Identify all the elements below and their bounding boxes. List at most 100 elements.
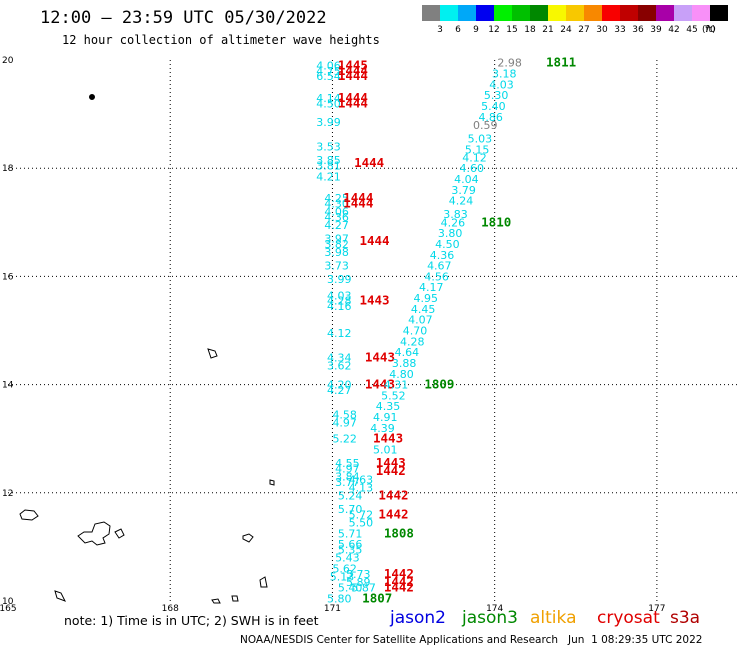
color-scale-swatch	[584, 5, 602, 21]
wave-height-label: 4.26	[441, 216, 466, 229]
wave-height-label: 4.03	[489, 78, 514, 91]
island-marshall-3	[114, 528, 125, 539]
wave-height-label: 3.62	[327, 360, 352, 373]
lat-tick-label: 10	[2, 597, 14, 607]
wave-height-label: 4.97	[335, 462, 360, 475]
footer-credit: NOAA/NESDIS Center for Satellite Applica…	[240, 634, 703, 646]
color-scale-unit: (ft)	[702, 25, 716, 35]
pass-time-label: 1444	[338, 90, 368, 105]
lon-tick-label: 165	[0, 604, 17, 614]
pass-time-label: 1444	[338, 68, 368, 83]
wave-height-label: 4.06	[316, 59, 341, 72]
color-scale-label: 33	[614, 25, 626, 35]
color-scale-label: 9	[473, 25, 479, 35]
page-title: 12:00 – 23:59 UTC 05/30/2022	[40, 8, 327, 28]
wave-height-label: 5.89	[346, 576, 371, 589]
color-scale-label: 24	[560, 25, 572, 35]
color-scale-label: 18	[524, 25, 536, 35]
wave-height-label: 5.87	[351, 581, 376, 594]
color-scale-label: 42	[668, 25, 680, 35]
wave-height-label: 4.55	[335, 457, 360, 470]
wave-height-label: 4.70	[403, 325, 428, 338]
lat-tick-label: 20	[2, 56, 14, 66]
lat-tick-labels: 10 12 14 16 18 20	[2, 56, 14, 607]
color-scale-swatch	[422, 5, 440, 21]
wave-height-label: 4.12	[327, 327, 352, 340]
legend-cryosat: cryosat	[597, 608, 660, 628]
wave-height-label: 4.63	[349, 473, 374, 486]
wave-height-label: 4.91	[373, 411, 398, 424]
color-scale-swatch	[458, 5, 476, 21]
wave-height-label: 5.13	[330, 571, 355, 584]
wave-height-label: 4.27	[327, 384, 352, 397]
pass-time-label: 1444	[343, 195, 373, 210]
legend-jason3: jason3	[462, 608, 518, 628]
island-marshall-8	[54, 590, 67, 602]
island-marshall-1	[19, 509, 39, 521]
pass-time-label: 1808	[384, 525, 414, 540]
color-scale-label: 27	[578, 25, 590, 35]
color-scale-label: 6	[455, 25, 461, 35]
wave-height-label: 5.40	[481, 100, 506, 113]
wave-height-label: 3.82	[324, 238, 349, 251]
wave-height-label: 3.83	[443, 208, 468, 221]
wave-height-label: 5.70	[338, 503, 363, 516]
wave-height-label: 4.34	[327, 352, 352, 365]
color-scale-swatch	[512, 5, 530, 21]
lon-tick-labels: 165 168 171 174 177	[0, 604, 665, 614]
wave-height-labels: 4.0614454.7514446.5414444.1414444.501444…	[316, 55, 576, 606]
wave-height-label: 4.07	[408, 314, 433, 327]
color-scale-label: 30	[596, 25, 608, 35]
map-grid	[8, 60, 738, 601]
wave-height-label: 5.52	[381, 389, 406, 402]
wave-height-label: 4.60	[460, 162, 485, 175]
page-subtitle: 12 hour collection of altimeter wave hei…	[62, 33, 380, 47]
wave-height-label: 4.58	[332, 408, 357, 421]
wave-height-label: 4.50	[316, 97, 341, 110]
wave-height-label: 3.53	[316, 141, 341, 154]
pass-time-label: 1443	[359, 293, 389, 308]
island-marshall-10	[231, 595, 239, 602]
wave-height-label: 4.64	[395, 346, 420, 359]
wave-height-label: 5.35	[338, 544, 363, 557]
wave-height-label: 4.86	[478, 111, 503, 124]
color-scale-label: 21	[542, 25, 554, 35]
lat-tick-label: 14	[2, 381, 14, 391]
color-scale-label: 36	[632, 25, 644, 35]
island-marshall-5	[269, 479, 275, 486]
lon-tick-label: 171	[324, 604, 341, 614]
wave-height-label: 4.50	[435, 238, 460, 251]
wave-height-label: 4.67	[427, 260, 452, 273]
wave-height-label: 5.40	[338, 581, 363, 594]
wave-height-label: 4.28	[400, 335, 425, 348]
wave-height-label: 4.12	[462, 151, 487, 164]
wave-height-label: 3.18	[492, 68, 517, 81]
pass-time-label: 1807	[362, 590, 392, 605]
pass-time-label: 1442	[384, 574, 414, 589]
wave-height-label: 5.43	[335, 552, 360, 565]
color-scale-swatch	[548, 5, 566, 21]
legend-s3a: s3a	[670, 608, 701, 628]
color-scale-label: 12	[488, 25, 500, 35]
color-scale-swatch	[656, 5, 674, 21]
wave-height-label: 3.88	[392, 357, 417, 370]
pass-time-label: 1443	[365, 377, 395, 392]
wave-height-label: 5.62	[332, 563, 357, 576]
wave-height-label: 5.24	[338, 490, 363, 503]
legend-jason2: jason2	[390, 608, 446, 628]
wave-height-label: 2.98	[497, 57, 522, 70]
lon-tick-label: 168	[162, 604, 179, 614]
wave-height-label: 3.77	[335, 476, 360, 489]
pass-time-label: 1809	[424, 377, 454, 392]
wave-height-label: 5.66	[338, 538, 363, 551]
wave-height-label: 4.28	[327, 295, 352, 308]
wave-height-label: 4.13	[349, 481, 374, 494]
lat-tick-label: 12	[2, 489, 13, 499]
wave-height-label: 4.27	[324, 219, 349, 232]
island-outlines	[19, 94, 275, 604]
color-scale-swatch	[476, 5, 494, 21]
wave-height-label: 4.30	[324, 197, 349, 210]
wave-height-label: 4.35	[376, 400, 401, 413]
wave-height-label: 0.59	[473, 119, 498, 132]
